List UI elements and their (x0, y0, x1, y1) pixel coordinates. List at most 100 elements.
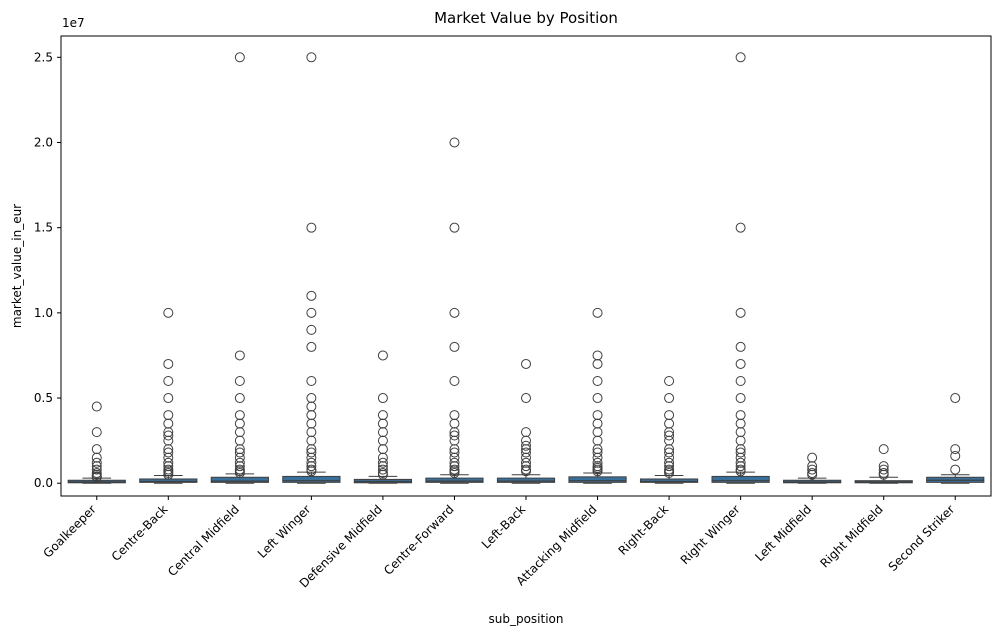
outlier-point (234, 461, 245, 472)
outlier-point (950, 393, 961, 404)
outlier-point (592, 427, 603, 438)
outlier-point (449, 452, 460, 463)
outlier-point (449, 418, 460, 429)
outlier-point (306, 393, 317, 404)
x-tick-label: Right-Back (616, 502, 672, 558)
outlier-point (91, 457, 102, 468)
x-tick-label: Second Striker (886, 502, 958, 574)
x-tick-label: Goalkeeper (41, 502, 99, 560)
outlier-point (163, 393, 174, 404)
outlier-point (664, 435, 675, 446)
outlier-point (306, 466, 317, 477)
outlier-point (306, 452, 317, 463)
outlier-point (449, 435, 460, 446)
outlier-point (234, 468, 245, 478)
outlier-point (521, 358, 531, 369)
outlier-point (592, 447, 603, 458)
outlier-point (234, 452, 245, 463)
outlier-point (306, 401, 317, 412)
outlier-point (234, 52, 245, 63)
y-tick-label: 0.5 (34, 391, 53, 405)
outlier-point (807, 464, 818, 475)
outlier-point (163, 447, 174, 458)
outlier-point (521, 393, 531, 404)
outlier-point (521, 466, 531, 477)
y-tick-label: 1.0 (34, 306, 53, 320)
outlier-point (449, 461, 460, 472)
outlier-point (521, 435, 531, 446)
outlier-point (377, 410, 388, 421)
outlier-point (735, 376, 746, 386)
outlier-point (521, 461, 531, 472)
outlier-point (735, 461, 746, 472)
outlier-point (664, 393, 675, 404)
x-tick-label: Centre-Forward (381, 502, 456, 577)
outlier-point (735, 341, 746, 352)
outlier-point (664, 468, 675, 478)
outlier-point (163, 418, 174, 429)
outlier-point (735, 307, 746, 318)
outlier-point (521, 440, 531, 451)
outlier-point (306, 341, 317, 352)
x-tick-label: Attacking Midfield (513, 502, 599, 588)
outlier-point (306, 427, 317, 438)
outlier-point (735, 52, 746, 63)
outlier-point (377, 427, 388, 438)
outlier-point (878, 469, 889, 480)
box (425, 477, 484, 483)
outlier-point (735, 427, 746, 438)
outlier-point (735, 393, 746, 404)
outlier-point (449, 430, 460, 441)
outlier-point (163, 430, 174, 441)
outlier-point (234, 418, 245, 429)
outlier-point (234, 435, 245, 446)
outlier-point (592, 418, 603, 429)
outlier-point (377, 350, 388, 361)
outlier-point (306, 418, 317, 429)
outlier-point (950, 450, 961, 461)
outlier-point (306, 307, 317, 318)
x-tick-label: Right Midfield (817, 502, 885, 570)
outlier-point (592, 350, 603, 361)
outlier-point (163, 469, 174, 480)
outlier-point (807, 452, 818, 463)
outlier-point (306, 435, 317, 446)
box (639, 478, 699, 483)
outlier-point (521, 427, 531, 438)
outlier-point (91, 472, 102, 483)
outlier-point (449, 341, 460, 352)
chart-title: Market Value by Position (434, 9, 618, 27)
box (496, 477, 556, 483)
outlier-point (306, 52, 317, 63)
outlier-point (377, 469, 388, 480)
outlier-point (449, 447, 460, 458)
outlier-point (592, 435, 603, 446)
outlier-point (449, 222, 460, 233)
outlier-point (91, 401, 102, 412)
outlier-point (377, 418, 388, 429)
box (711, 475, 770, 483)
outlier-point (377, 444, 388, 455)
outlier-point (377, 435, 388, 446)
y-axis-label: market_value_in_eur (10, 204, 24, 328)
outlier-point (234, 393, 245, 404)
outlier-point (234, 427, 245, 438)
outlier-point (163, 435, 174, 446)
outlier-point (449, 307, 460, 318)
outlier-point (735, 452, 746, 463)
outlier-point (377, 464, 388, 475)
y-tick-label: 2.5 (34, 50, 53, 64)
outlier-point (234, 350, 245, 361)
x-tick-label: Left Winger (255, 502, 314, 561)
outlier-point (735, 435, 746, 446)
y-tick-label: 1.5 (34, 221, 53, 235)
outlier-point (306, 324, 317, 335)
outlier-point (163, 452, 174, 463)
outlier-point (664, 376, 675, 386)
x-tick-label: Right Winger (678, 502, 743, 567)
outlier-point (163, 307, 174, 318)
outlier-point (592, 376, 603, 386)
outlier-point (664, 418, 675, 429)
